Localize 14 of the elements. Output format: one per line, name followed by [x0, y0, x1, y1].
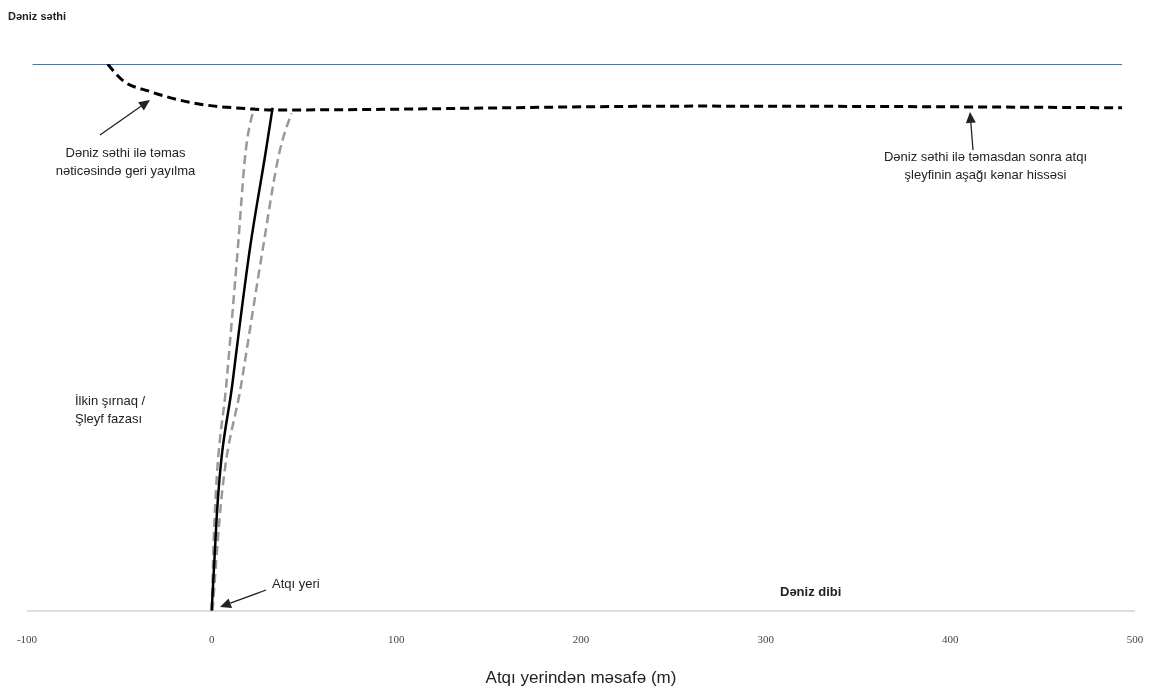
- annotation: Dəniz dibi: [780, 583, 843, 601]
- annotation: İlkin şırnaq / Şleyf fazası: [75, 392, 147, 428]
- annotation: Dəniz səthi ilə təmasdan sonra atqı şleyfinin aşağı kənar hissəsi: [882, 148, 1089, 184]
- x-tick-label: 400: [942, 632, 960, 645]
- annotation: Dəniz səthi ilə təmas nəticəsində geri yayılma: [54, 144, 197, 180]
- x-tick-label: -100: [16, 632, 38, 645]
- x-tick-label: 300: [757, 632, 775, 645]
- x-axis-title: Atqı yerindən məsafə (m): [485, 668, 677, 687]
- text: Dəniz səthi: [8, 10, 67, 22]
- x-tick-label: 200: [572, 632, 590, 645]
- annotation: Atqı yeri: [272, 575, 321, 593]
- x-tick-label: 500: [1126, 632, 1144, 645]
- x-tick-label: 100: [388, 632, 406, 645]
- x-tick-label: 0: [208, 632, 215, 645]
